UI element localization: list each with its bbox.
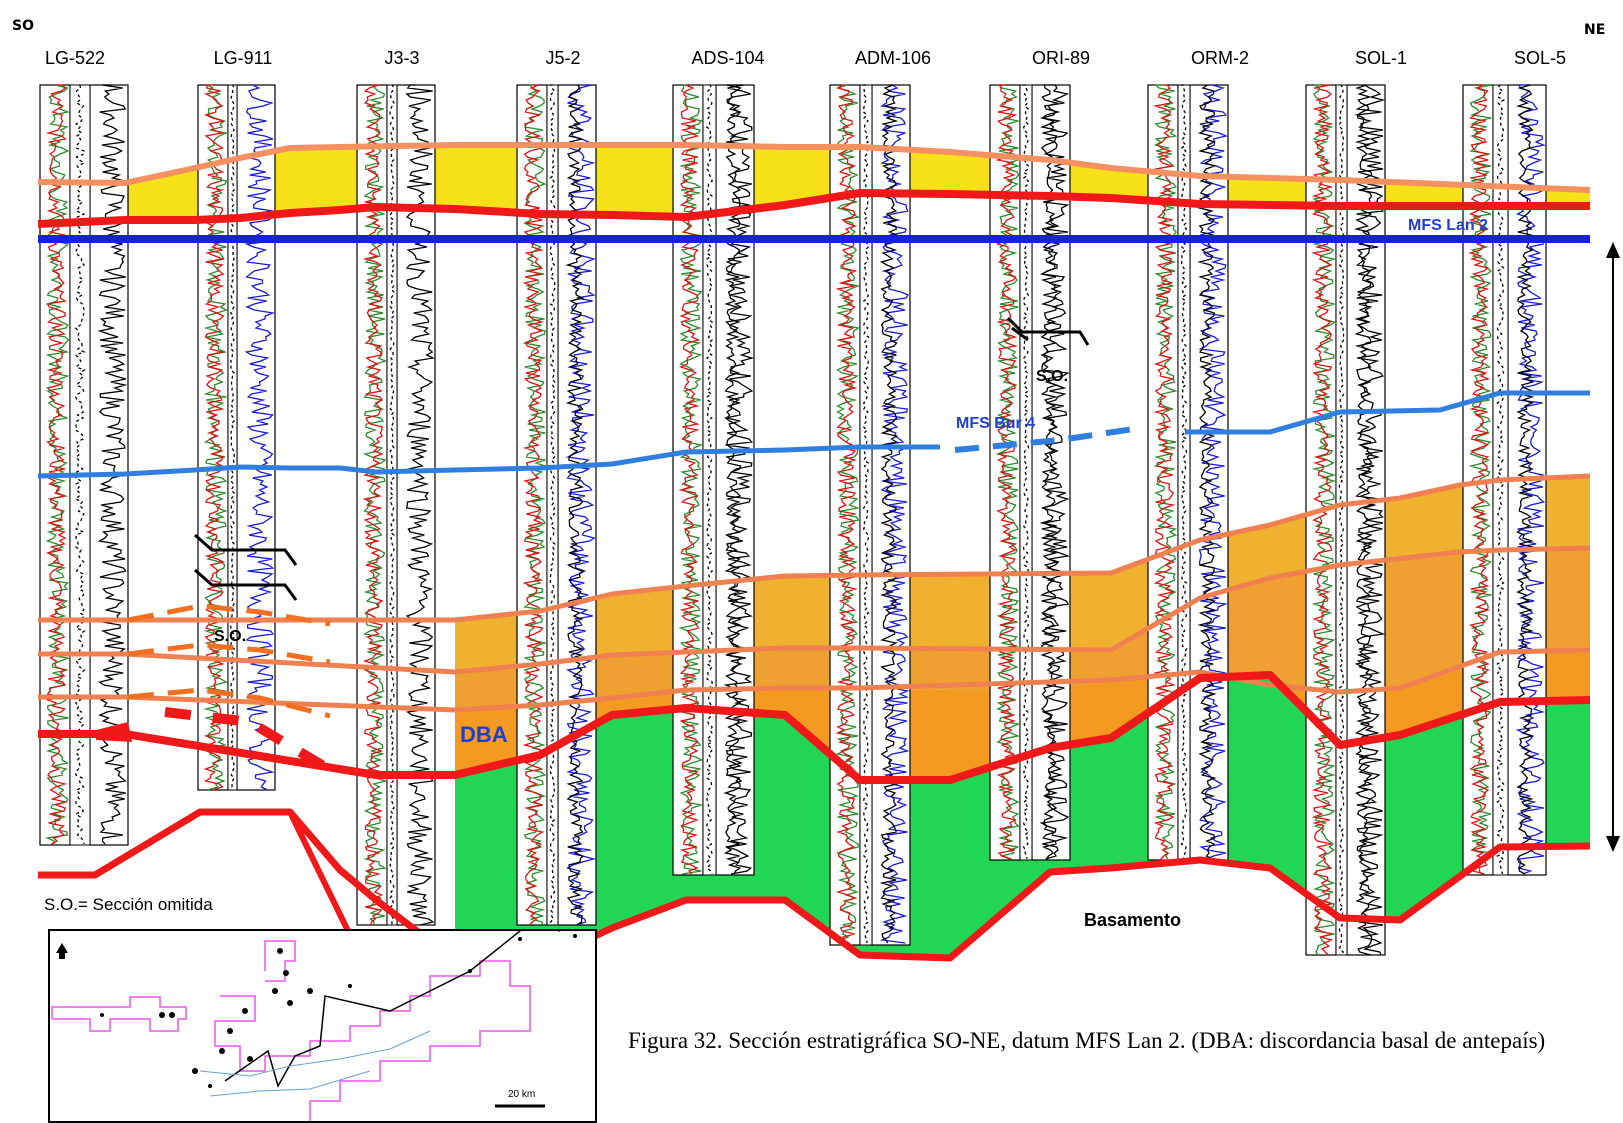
basement-horizon: [38, 808, 1591, 966]
location-map-inset: 20 km: [48, 929, 597, 1123]
scale-bar-label: 20 km: [508, 1089, 536, 1100]
fault-marker-ori89-b: [1011, 326, 1029, 342]
section-omitted-ori89: S.O.: [1036, 368, 1069, 385]
well-log-ads-104: [672, 84, 755, 876]
vertical-scale-arrow: [1606, 242, 1620, 852]
legend-section-omitted: S.O.= Sección omitida: [44, 895, 213, 914]
well-name-lg-911: LG-911: [213, 48, 273, 68]
mfs-bur4-label: MFS Bur 4: [956, 415, 1036, 432]
upper-salmon-horizon: [37, 142, 1591, 193]
mfs-bur4-dashed: [954, 425, 1141, 453]
fault-marker-ori89: [1006, 316, 1090, 346]
north-arrow-icon: [56, 943, 68, 959]
well-name-sol-5: SOL-5: [1513, 48, 1567, 68]
dba-wedge: [96, 722, 132, 742]
well-name-ori-89: ORI-89: [1031, 48, 1091, 68]
salmon-horizon-1: [38, 473, 1591, 623]
dba-dashed: [164, 707, 333, 775]
well-log-orm-2: [1147, 84, 1229, 861]
salmon-horizon-2: [1499, 545, 1591, 553]
mfs-bur4-line: [37, 444, 940, 479]
mfs-bur4-line-east: [1185, 390, 1590, 435]
field-outlines: [199, 1030, 431, 1097]
well-log-ori-89: [989, 84, 1071, 861]
well-name-orm-2: ORM-2: [1191, 48, 1249, 68]
section-traverse-line: [224, 931, 560, 1088]
well-log-j3-3: [356, 84, 436, 926]
salmon-horizon-4: [38, 647, 1591, 713]
fault-marker-lg911-2: [194, 568, 298, 601]
well-name-j5-2: J5-2: [545, 48, 581, 68]
direction-sw: SO: [12, 18, 34, 34]
well-log-adm-106: [829, 84, 911, 946]
fault-marker-lg911-1: [194, 533, 298, 566]
concession-polygons: [51, 940, 531, 1121]
well-points: [100, 934, 577, 1088]
well-log-sol-1: [1305, 84, 1386, 956]
salmon-horizon-3: [38, 547, 1501, 675]
dashed-correlation-2: [127, 642, 331, 665]
dba-horizon: [38, 671, 1591, 784]
mfs-lan2-label: MFS Lan 2: [1408, 217, 1489, 234]
well-name-ads-104: ADS-104: [691, 48, 765, 68]
figure-caption: Figura 32. Sección estratigráfica SO-NE,…: [628, 1028, 1546, 1053]
basement-label: Basamento: [1084, 910, 1182, 930]
upper-red-horizon: [37, 189, 1590, 228]
dba-label: DBA: [460, 722, 508, 747]
well-name-adm-106: ADM-106: [854, 48, 932, 68]
dashed-correlation-1: [127, 603, 331, 627]
dashed-correlation-3: [127, 687, 331, 719]
well-name-lg-522: LG-522: [44, 48, 106, 68]
well-name-j3-3: J3-3: [384, 48, 420, 68]
well-log-j5-2: [516, 84, 597, 926]
well-log-lg-911: [197, 84, 276, 791]
section-omitted-lg911: S.O.: [214, 628, 247, 645]
basement-lead-to-inset: [287, 810, 353, 937]
well-name-sol-1: SOL-1: [1354, 48, 1408, 68]
direction-ne: NE: [1584, 22, 1606, 38]
